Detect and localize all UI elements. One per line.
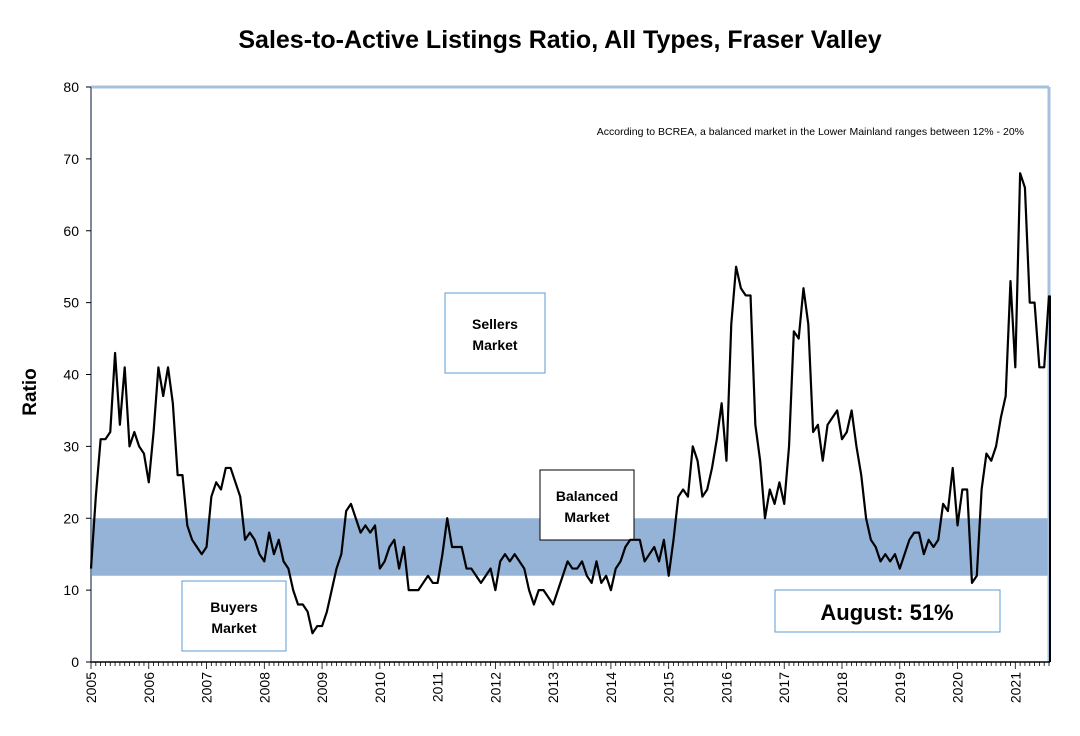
- x-tick-label: 2016: [718, 672, 734, 703]
- y-tick-label: 50: [63, 295, 79, 311]
- x-tick-label: 2018: [834, 672, 850, 703]
- y-tick-label: 60: [63, 223, 79, 239]
- series-layer: [89, 172, 1051, 662]
- y-tick-label: 10: [63, 582, 79, 598]
- x-tick-label: 2007: [199, 672, 215, 703]
- x-tick-label: 2008: [256, 672, 272, 703]
- y-tick-label: 80: [63, 79, 79, 95]
- balanced-market-note: According to BCREA, a balanced market in…: [597, 126, 1024, 138]
- x-tick-label: 2005: [83, 672, 99, 703]
- x-tick-label: 2014: [603, 672, 619, 703]
- callout: August: 51%: [774, 589, 1001, 633]
- y-axis-label: Ratio: [20, 368, 41, 416]
- y-axis: 0 10 20 30 40 50 60 70 80: [63, 79, 91, 670]
- sellers-market-label: Market: [472, 337, 517, 353]
- y-tick-label: 70: [63, 151, 79, 167]
- x-tick-label: 2019: [892, 672, 908, 703]
- callout-text: August: 51%: [820, 600, 953, 625]
- x-tick-label: 2006: [141, 672, 157, 703]
- buyers-market-group: Buyers Market: [181, 580, 287, 652]
- region-labels: Sellers Market Balanced Market Buyers Market: [181, 292, 635, 652]
- y-tick-label: 40: [63, 367, 79, 383]
- x-tick-label: 2017: [776, 672, 792, 703]
- ratio-series-line: [89, 172, 1051, 635]
- x-tick-label: 2015: [661, 672, 677, 703]
- sellers-market-box: [444, 292, 546, 374]
- y-tick-label: 20: [63, 510, 79, 526]
- chart-title: Sales-to-Active Listings Ratio, All Type…: [238, 26, 881, 54]
- callout-box: [774, 589, 1001, 633]
- x-tick-label: 2021: [1007, 672, 1023, 703]
- balanced-market-group: Balanced Market: [539, 469, 635, 541]
- x-tick-label: 2013: [545, 672, 561, 703]
- sellers-market-group: Sellers Market: [444, 292, 546, 374]
- x-tick-label: 2009: [314, 672, 330, 703]
- balanced-market-label: Market: [564, 509, 609, 525]
- x-tick-label: 2020: [950, 672, 966, 703]
- x-tick-label: 2011: [430, 672, 446, 702]
- x-tick-label: 2012: [487, 672, 503, 703]
- balanced-market-label: Balanced: [556, 488, 618, 504]
- buyers-market-label: Buyers: [210, 599, 258, 615]
- y-tick-label: 30: [63, 438, 79, 454]
- y-tick-label: 0: [71, 654, 79, 670]
- balanced-market-box: [539, 469, 635, 541]
- sellers-market-label: Sellers: [472, 316, 518, 332]
- x-tick-label: 2010: [372, 672, 388, 703]
- buyers-market-label: Market: [211, 620, 256, 636]
- x-axis: 2005 2006 2007 2008 2009 2010 2011 2012 2013 2014…: [83, 662, 1050, 703]
- buyers-market-box: [181, 580, 287, 652]
